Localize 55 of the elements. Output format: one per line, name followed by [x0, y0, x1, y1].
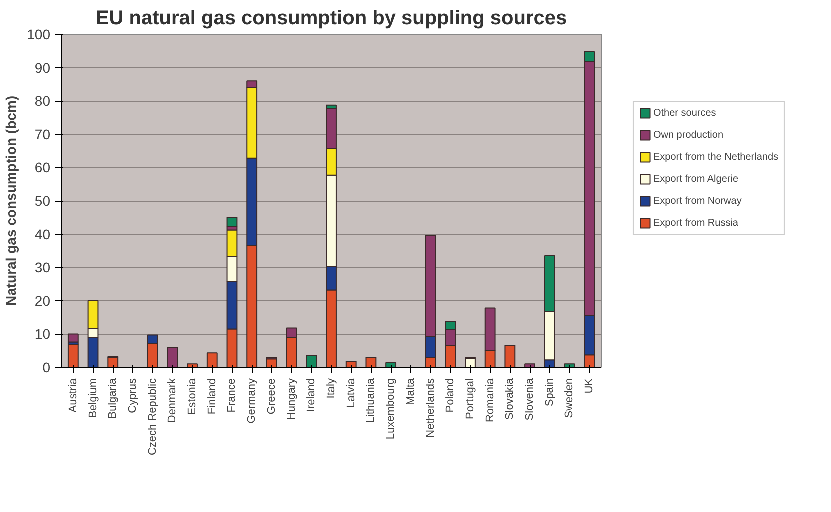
bar: [306, 355, 318, 368]
y-axis-title: Natural gas consumption (bcm): [3, 96, 20, 306]
x-tick-label: Romania: [484, 378, 496, 423]
x-tick-label: UK: [584, 378, 596, 394]
x-tick-label: Estonia: [186, 378, 199, 416]
x-tick-label: Bulgaria: [107, 378, 120, 419]
legend-label: Own production: [653, 130, 724, 140]
y-tick-label: 40: [34, 226, 51, 242]
x-tick-label: Luxembourg: [385, 378, 398, 440]
x-tick-label: Latvia: [345, 378, 358, 408]
x-tick-label: Spain: [544, 378, 556, 407]
legend-label: Export from Norway: [653, 196, 742, 206]
x-tick-label: Cyprus: [126, 378, 139, 414]
y-tick-label: 60: [34, 160, 51, 176]
y-tick-label: 100: [27, 26, 51, 42]
y-tick-label: 30: [34, 260, 51, 276]
x-tick-label: Greece: [266, 378, 278, 415]
x-tick-label: Slovenia: [524, 378, 536, 421]
x-tick-label: Poland: [444, 378, 457, 413]
bar: [226, 217, 238, 228]
x-tick-label: Ireland: [306, 378, 318, 412]
legend-label: Export from Russia: [653, 218, 738, 228]
x-tick-label: France: [226, 378, 238, 413]
bar: [68, 344, 79, 368]
bar: [504, 345, 516, 368]
x-tick-label: Czech Republic: [146, 378, 159, 456]
bar: [68, 334, 79, 343]
chart-title: EU natural gas consumption by suppling sources: [96, 8, 568, 30]
x-tick-label: Hungary: [286, 378, 298, 420]
y-tick-label: 90: [34, 60, 51, 76]
bar: [366, 357, 377, 368]
bar: [167, 347, 178, 368]
x-tick-label: Germany: [246, 378, 258, 424]
bar: [346, 361, 357, 368]
x-tick-label: Portugal: [464, 378, 476, 420]
x-tick-label: Sweden: [564, 378, 576, 418]
y-tick-label: 50: [34, 193, 51, 209]
x-tick-label: Malta: [404, 378, 417, 406]
x-tick-label: Lithuania: [365, 378, 378, 424]
x-tick-label: Finland: [206, 378, 218, 415]
legend-label: Other sources: [653, 108, 716, 118]
x-tick-label: Austria: [67, 378, 80, 413]
y-tick-label: 0: [42, 360, 51, 376]
x-tick-label: Denmark: [166, 378, 179, 424]
bar: [206, 352, 218, 368]
x-tick-label: Italy: [326, 378, 338, 399]
legend-label: Export from Algerie: [653, 174, 739, 184]
y-tick-label: 20: [34, 292, 51, 309]
y-tick-label: 70: [34, 126, 51, 142]
x-tick-label: Slovakia: [504, 378, 516, 420]
y-tick-label: 10: [34, 326, 51, 342]
x-tick-label: Netherlands: [424, 378, 437, 438]
legend-label: Export from the Netherlands: [653, 152, 779, 162]
x-tick-label: Belgium: [87, 378, 100, 418]
y-tick-label: 80: [34, 93, 51, 110]
